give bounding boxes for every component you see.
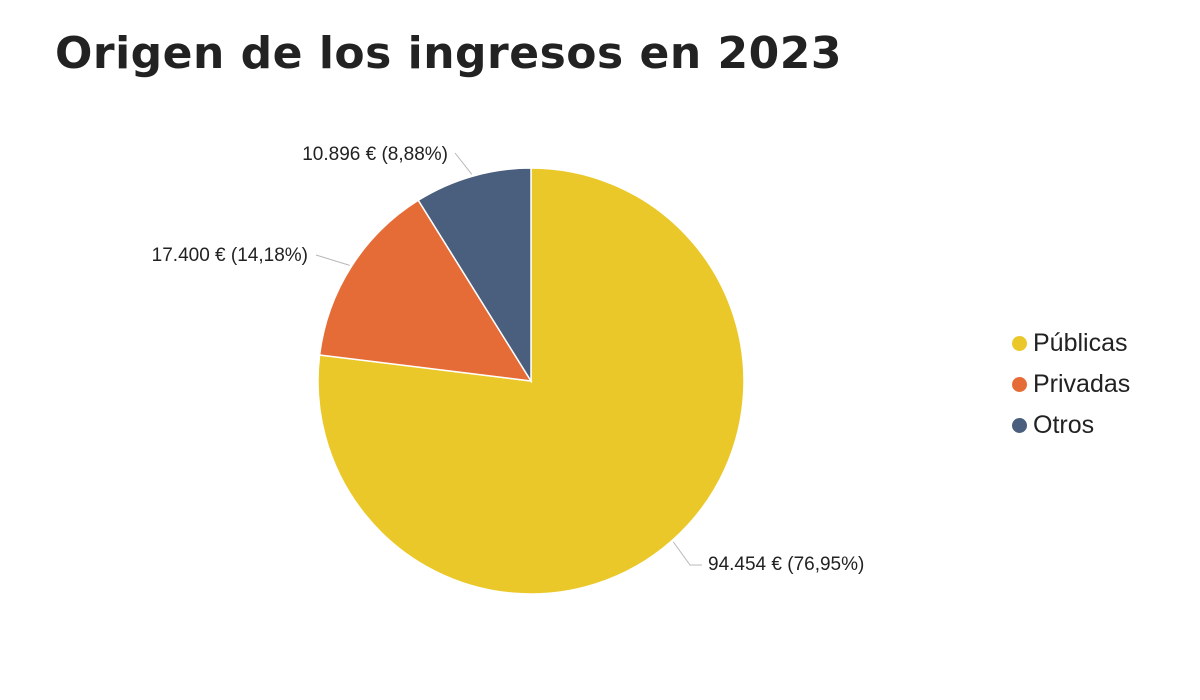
pie-slice-privadas[interactable] [318,199,533,382]
data-label: 17.400 € (14,18%) [152,245,308,266]
legend-item-otros[interactable]: Otros [1012,405,1130,446]
pie-slice-otros[interactable] [417,167,532,384]
legend-item-privadas[interactable]: Privadas [1012,364,1130,405]
chart-title: Origen de los ingresos en 2023 [55,28,842,79]
data-labels: 94.454 € (76,95%) 17.400 € (14,18%) 10.896… [152,144,865,575]
legend-swatch-otros [1012,418,1027,433]
legend-label-otros: Otros [1033,411,1095,439]
legend-label-publicas: Públicas [1033,329,1128,357]
legend: Públicas Privadas Otros [1012,323,1130,446]
legend-swatch-publicas [1012,336,1027,351]
leader-line [315,254,350,266]
leader-line [672,541,702,566]
legend-label-privadas: Privadas [1033,370,1131,398]
legend-item-publicas[interactable]: Públicas [1012,323,1130,364]
legend-swatch-privadas [1012,377,1027,392]
data-label: 10.896 € (8,88%) [302,144,448,165]
data-label: 94.454 € (76,95%) [708,554,864,575]
pie-slice-publicas[interactable] [317,167,745,595]
pie-slices [317,167,745,595]
leader-line [454,152,473,175]
leader-lines [315,152,702,566]
